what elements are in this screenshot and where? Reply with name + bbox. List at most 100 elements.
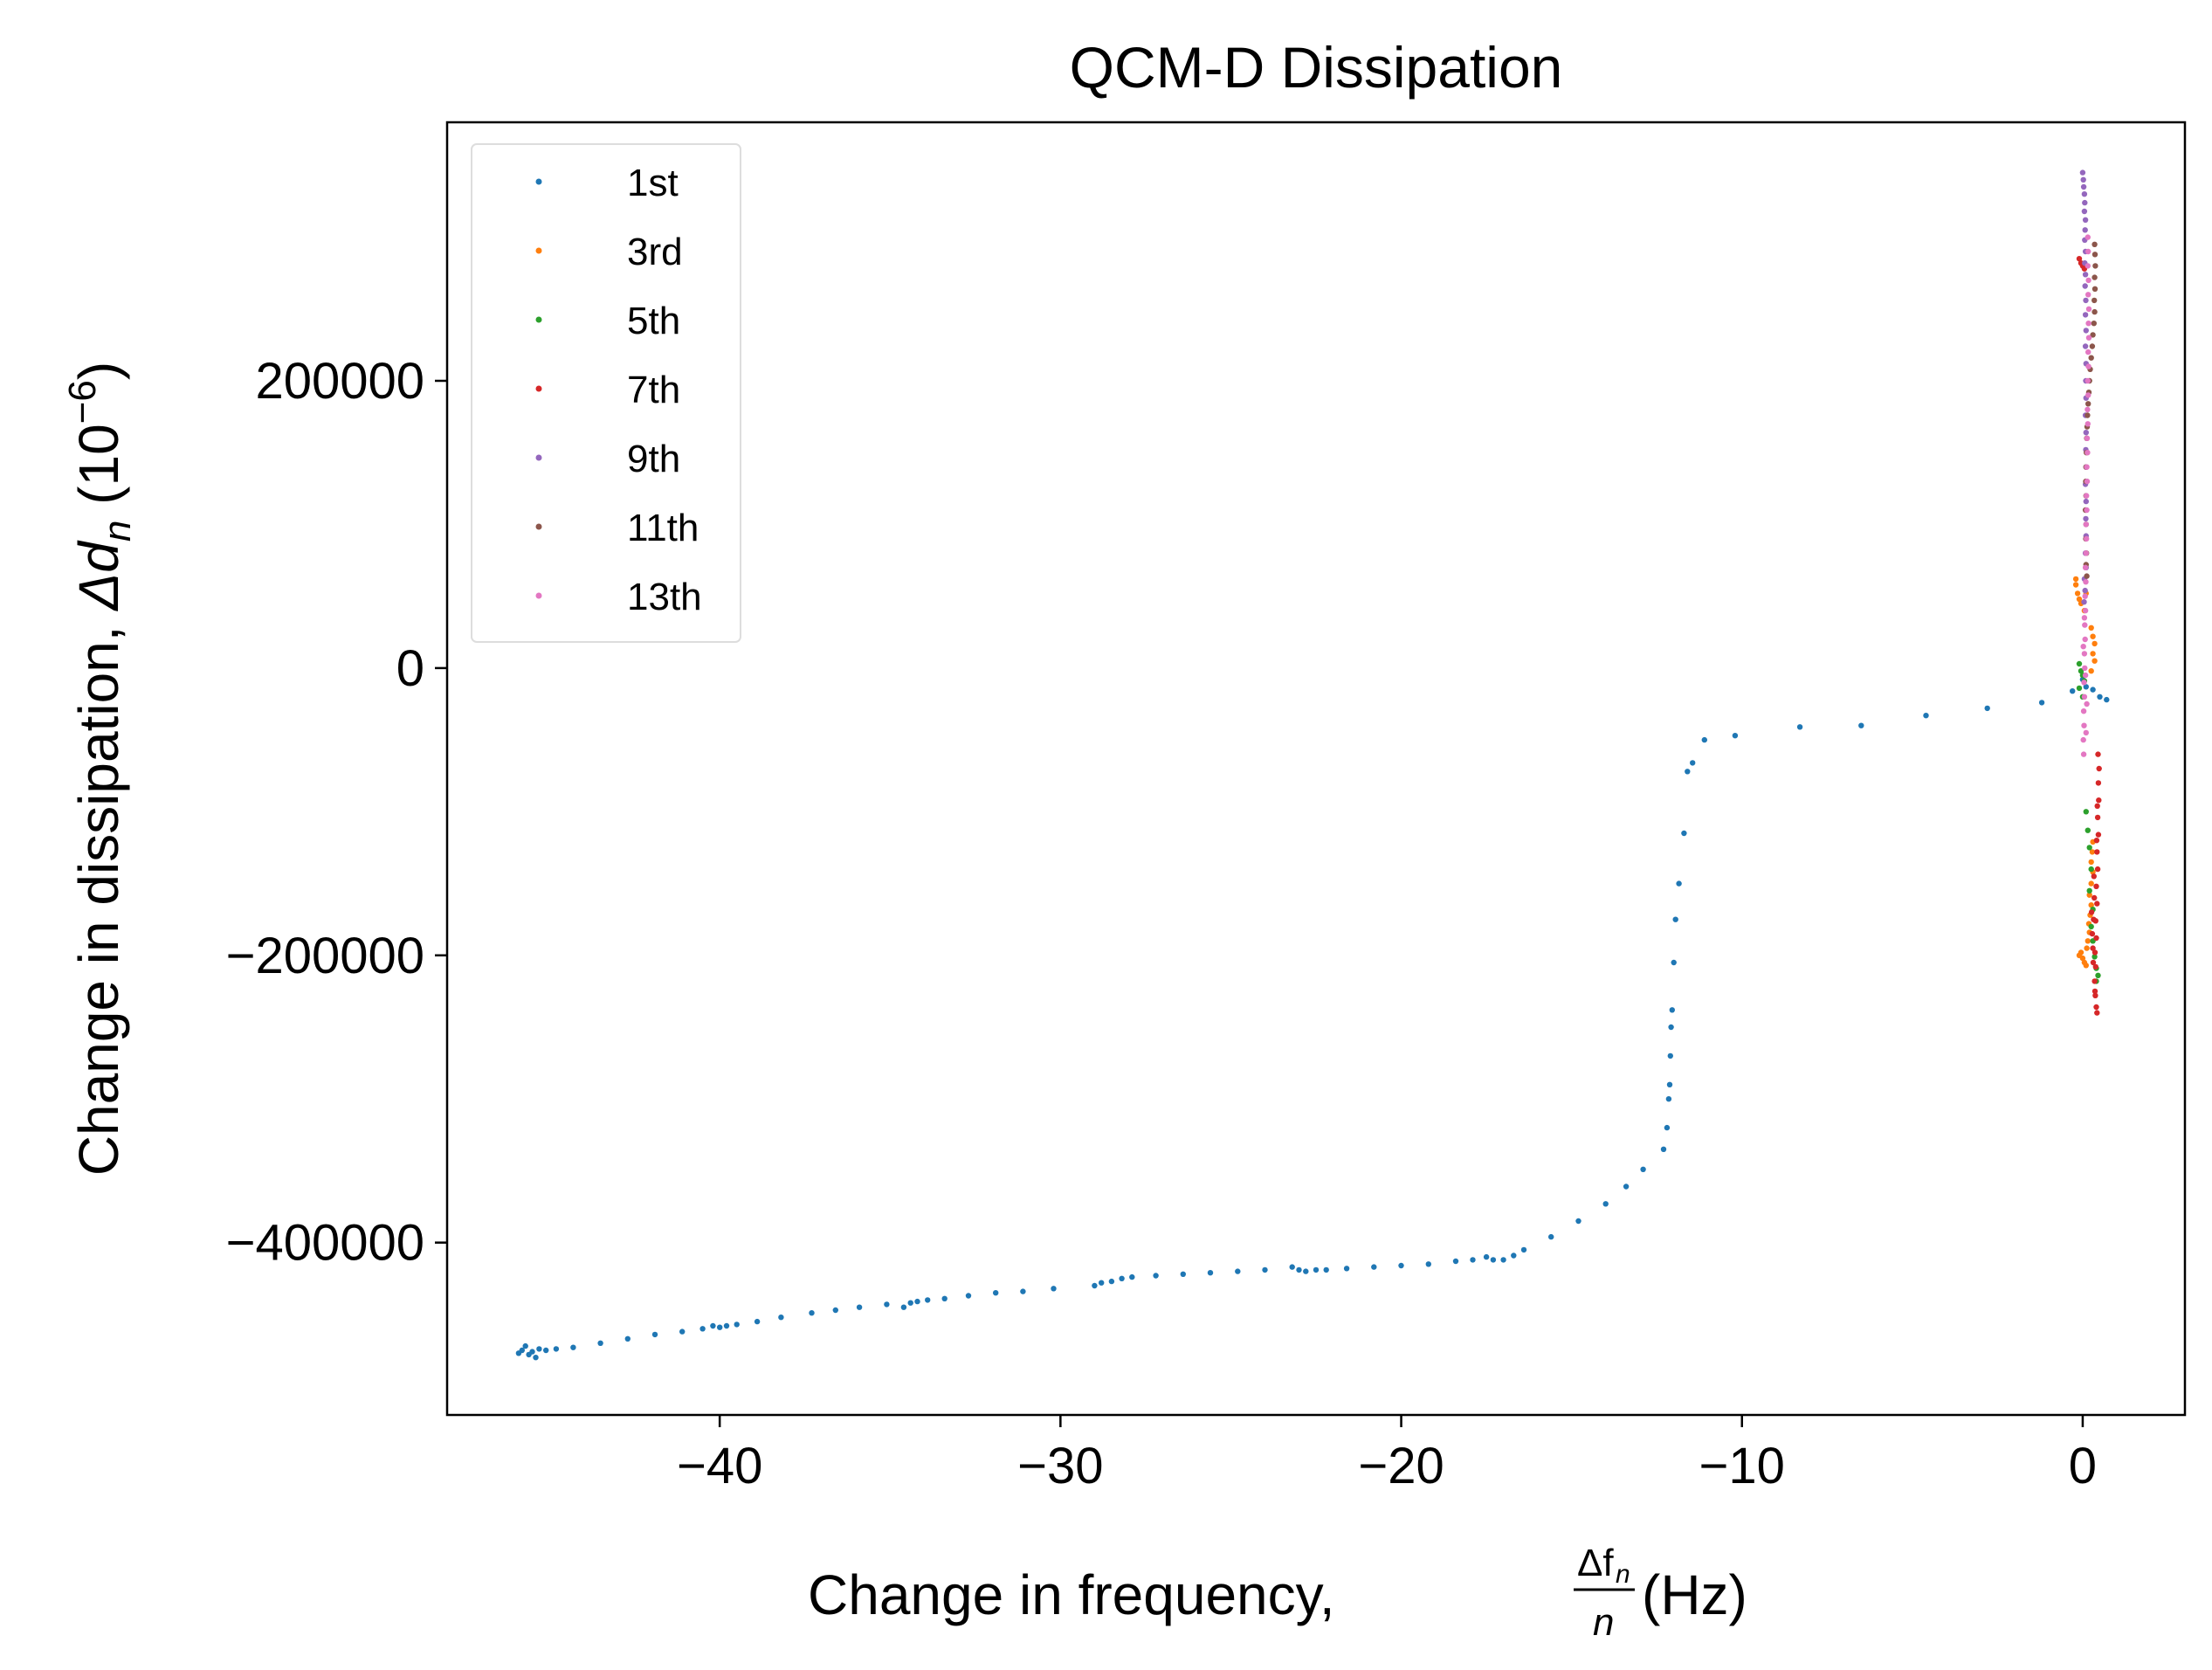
data-point <box>1092 1282 1098 1289</box>
series-13th <box>2080 234 2092 757</box>
data-point <box>1235 1268 1241 1274</box>
legend-item-7th: 7th <box>535 369 680 411</box>
x-axis-ticks: −40 −30 −20 −10 0 <box>677 1415 2097 1494</box>
data-point <box>1303 1268 1309 1274</box>
data-point <box>717 1324 723 1330</box>
data-point <box>907 1300 913 1306</box>
data-point <box>2081 722 2087 728</box>
data-point <box>2088 859 2094 866</box>
data-point <box>778 1315 784 1321</box>
data-point <box>2085 450 2091 456</box>
data-point <box>2085 401 2091 407</box>
x-axis-label-frac-denominator: n <box>1593 1601 1614 1644</box>
data-point <box>1701 736 1708 743</box>
data-point <box>2082 227 2088 233</box>
legend-item-1st: 1st <box>535 162 679 204</box>
data-point <box>2038 700 2045 706</box>
data-point <box>1665 1096 1672 1102</box>
data-point <box>1119 1275 1125 1282</box>
data-point <box>1262 1266 1268 1273</box>
data-point <box>809 1310 815 1316</box>
data-point <box>2088 866 2094 873</box>
data-point <box>2084 493 2090 499</box>
data-point <box>1685 769 1691 775</box>
data-point <box>2081 599 2087 605</box>
data-point <box>2091 978 2098 984</box>
data-point <box>2084 435 2091 441</box>
data-points <box>515 169 2110 1361</box>
data-point <box>1732 733 1739 739</box>
x-tick-label: −30 <box>1017 1438 1103 1494</box>
data-point <box>2095 751 2101 757</box>
y-axis-ticks: −400000 −200000 0 200000 <box>226 353 447 1272</box>
data-point <box>2091 916 2097 922</box>
data-point <box>1668 1024 1674 1031</box>
data-point <box>1483 1253 1490 1260</box>
data-point <box>2085 321 2091 327</box>
data-point <box>1640 1166 1646 1173</box>
data-point <box>1690 760 1696 766</box>
y-axis-label-prefix: Change in dissipation, <box>67 611 130 1177</box>
legend-marker <box>535 316 542 323</box>
data-point <box>2079 955 2086 962</box>
data-point <box>522 1342 528 1349</box>
plot-frame <box>445 121 2187 1417</box>
data-point <box>2091 321 2097 327</box>
data-point <box>2093 838 2100 844</box>
data-point <box>1666 1081 1673 1088</box>
data-point <box>1452 1258 1459 1265</box>
data-point <box>2085 277 2091 284</box>
data-point <box>1108 1278 1115 1285</box>
data-point <box>2085 421 2091 427</box>
data-point <box>2088 668 2094 674</box>
data-point <box>1858 722 1864 728</box>
legend-marker <box>535 178 542 185</box>
data-point <box>2088 902 2094 908</box>
x-tick-label: 0 <box>2069 1438 2097 1494</box>
data-point <box>2082 636 2088 643</box>
data-point <box>2091 286 2098 292</box>
data-point <box>914 1298 920 1305</box>
data-point <box>965 1293 972 1299</box>
data-point <box>2094 1010 2100 1016</box>
data-point <box>1667 1052 1674 1059</box>
series-7th <box>2076 256 2102 1016</box>
y-axis-label-var: d <box>67 540 130 573</box>
data-point <box>2085 938 2091 944</box>
data-point <box>1289 1264 1295 1270</box>
y-axis-label-unit-close: ) <box>67 362 130 380</box>
data-point <box>884 1301 890 1308</box>
data-point <box>2082 217 2089 223</box>
data-point <box>2085 292 2091 298</box>
legend-label: 3rd <box>627 231 683 273</box>
data-point <box>2085 234 2091 240</box>
data-point <box>2083 328 2089 334</box>
y-axis-label-unit-open: (10 <box>67 424 130 520</box>
data-point <box>536 1346 542 1352</box>
data-point <box>1520 1246 1527 1253</box>
legend-item-13th: 13th <box>535 576 702 618</box>
data-point <box>529 1349 535 1355</box>
data-point <box>2081 191 2088 197</box>
data-point <box>2093 883 2099 889</box>
data-point <box>925 1297 931 1303</box>
data-point <box>515 1350 522 1356</box>
data-point <box>2088 909 2095 915</box>
data-point <box>1425 1261 1432 1267</box>
data-point <box>2090 332 2096 338</box>
data-point <box>2089 849 2096 855</box>
data-point <box>2085 248 2091 255</box>
data-point <box>2084 535 2090 542</box>
data-point <box>2083 297 2089 304</box>
data-point <box>2081 694 2088 700</box>
data-point <box>1099 1280 1105 1286</box>
chart-title: QCM-D Dissipation <box>1070 35 1563 100</box>
data-point <box>1490 1257 1497 1263</box>
data-point <box>2083 515 2089 522</box>
data-point <box>1669 1007 1676 1013</box>
x-tick-label: −20 <box>1358 1438 1444 1494</box>
data-point <box>624 1335 631 1342</box>
data-point <box>2074 590 2081 597</box>
legend-label: 7th <box>627 369 680 411</box>
data-point <box>2085 412 2091 418</box>
